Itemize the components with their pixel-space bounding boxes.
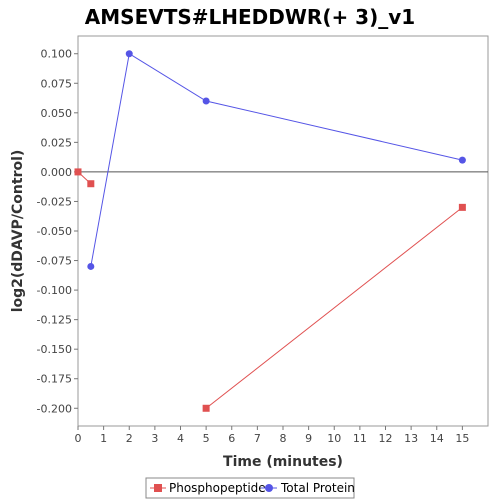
data-point-total-protein xyxy=(202,97,210,105)
x-tick-label: 14 xyxy=(430,432,444,445)
data-point-total-protein xyxy=(125,50,133,58)
x-tick-label: 13 xyxy=(404,432,418,445)
series-phosphopeptide xyxy=(74,168,466,412)
x-axis-label: Time (minutes) xyxy=(223,454,343,470)
y-tick-label: -0.050 xyxy=(37,225,72,238)
x-axis: 0 1 2 3 4 5 6 7 8 9 10 11 12 13 14 15 xyxy=(75,426,469,445)
x-tick-label: 1 xyxy=(100,432,107,445)
series-group xyxy=(74,50,466,412)
y-tick-label: 0.025 xyxy=(41,136,73,149)
data-point-phosphopeptide xyxy=(74,168,82,176)
y-axis-label: log2(dDAVP/Control) xyxy=(10,150,26,313)
y-tick-label: 0.075 xyxy=(41,77,73,90)
plot-area xyxy=(77,35,489,427)
x-tick-label: 8 xyxy=(280,432,287,445)
x-tick-label: 6 xyxy=(228,432,235,445)
x-tick-label: 9 xyxy=(305,432,312,445)
y-tick-label: 0.100 xyxy=(41,48,73,61)
y-axis: -0.200 -0.175 -0.150 -0.125 -0.100 -0.075 -0.0… xyxy=(37,48,78,415)
data-point-phosphopeptide xyxy=(87,180,95,188)
y-tick-label: -0.200 xyxy=(37,402,72,415)
y-tick-label: 0.050 xyxy=(41,107,73,120)
data-point-phosphopeptide xyxy=(458,203,466,211)
x-tick-label: 2 xyxy=(126,432,133,445)
x-tick-label: 7 xyxy=(254,432,261,445)
legend-box xyxy=(145,477,355,499)
series-total-protein xyxy=(87,50,466,270)
x-tick-label: 4 xyxy=(177,432,184,445)
data-point-phosphopeptide xyxy=(202,404,210,412)
chart-title: AMSEVTS#LHEDDWR(+ 3)_v1 xyxy=(85,5,415,29)
legend-marker-total-protein xyxy=(265,484,273,492)
legend-marker-phosphopeptide xyxy=(154,484,162,492)
y-tick-label: -0.125 xyxy=(37,314,72,327)
x-tick-label: 12 xyxy=(379,432,393,445)
x-tick-label: 5 xyxy=(203,432,210,445)
y-tick-label: -0.175 xyxy=(37,373,72,386)
data-point-total-protein xyxy=(87,262,95,270)
y-tick-label: 0.000 xyxy=(41,166,73,179)
series-line-phosphopeptide xyxy=(205,206,463,409)
x-tick-label: 10 xyxy=(327,432,341,445)
legend-label-total-protein: Total Protein xyxy=(280,481,355,495)
legend-item-total-protein: Total Protein xyxy=(261,481,355,495)
series-line-total-protein xyxy=(90,52,463,267)
x-tick-label: 15 xyxy=(455,432,469,445)
y-tick-label: -0.025 xyxy=(37,195,72,208)
legend: Phosphopeptide Total Protein xyxy=(145,477,355,499)
data-point-total-protein xyxy=(458,156,466,164)
x-tick-label: 0 xyxy=(75,432,82,445)
y-tick-label: -0.150 xyxy=(37,343,72,356)
x-tick-label: 3 xyxy=(151,432,158,445)
y-tick-label: -0.075 xyxy=(37,255,72,268)
legend-item-phosphopeptide: Phosphopeptide xyxy=(150,481,266,495)
x-tick-label: 11 xyxy=(353,432,367,445)
legend-label-phosphopeptide: Phosphopeptide xyxy=(169,481,266,495)
y-tick-label: -0.100 xyxy=(37,284,72,297)
